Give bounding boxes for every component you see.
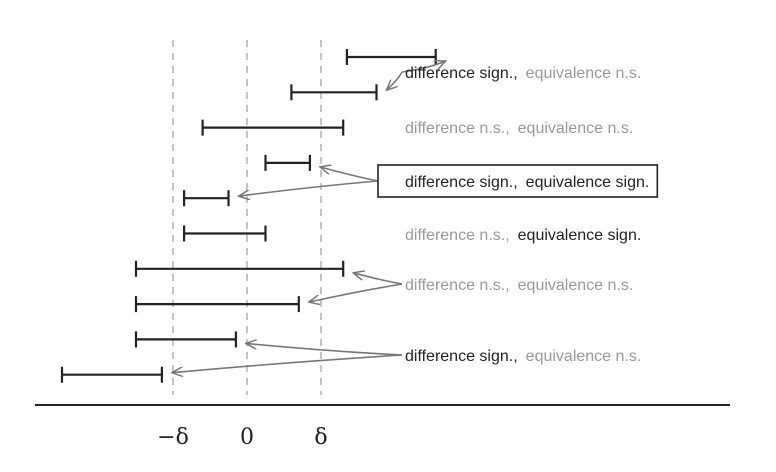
arrow-5-0	[246, 343, 403, 356]
interval-2	[201, 119, 345, 136]
equivalence-text: equivalence sign.	[518, 227, 642, 244]
difference-text: difference sign.,	[405, 65, 518, 82]
interval-8	[134, 331, 237, 348]
annotation-label-3: difference n.s., equivalence sign.	[405, 227, 641, 244]
interval-6	[134, 260, 345, 277]
difference-text: difference sign.,	[405, 174, 518, 191]
annotation-labels: difference sign., equivalence n.s.differe…	[377, 65, 659, 365]
annotation-label-4: difference n.s., equivalence n.s.	[405, 277, 633, 294]
x-axis-tick-labels: −δ 0 δ	[157, 425, 327, 450]
annotation-label-5: difference sign., equivalence n.s.	[405, 348, 641, 365]
equivalence-text: equivalence sign.	[526, 174, 650, 191]
annotation-label-2: difference sign., equivalence sign.	[405, 174, 649, 191]
difference-text: difference n.s.,	[405, 227, 510, 244]
tick-label-0: −δ	[157, 425, 189, 450]
interval-9	[60, 366, 163, 383]
interval-7	[134, 296, 300, 313]
arrow-0-1	[387, 71, 403, 90]
interval-1	[290, 84, 378, 101]
difference-text: difference n.s.,	[405, 120, 510, 137]
tick-label-1: 0	[240, 425, 254, 450]
arrow-2-1	[239, 180, 379, 196]
tick-label-2: δ	[314, 425, 327, 450]
equivalence-text: equivalence n.s.	[518, 120, 634, 137]
arrow-4-1	[309, 283, 403, 302]
interval-5	[183, 225, 267, 242]
highlight-box	[377, 164, 659, 198]
interval-3	[264, 154, 311, 171]
difference-text: difference sign.,	[405, 348, 518, 365]
interval-4	[183, 190, 230, 207]
equivalence-text: equivalence n.s.	[526, 348, 642, 365]
equivalence-text: equivalence n.s.	[526, 65, 642, 82]
arrow-2-0	[320, 167, 379, 182]
difference-text: difference n.s.,	[405, 277, 510, 294]
annotation-arrows	[172, 61, 446, 373]
arrow-0-0	[401, 61, 446, 73]
interval-0	[345, 49, 437, 65]
arrow-5-1	[172, 354, 403, 373]
arrow-4-0	[353, 273, 403, 285]
annotation-label-1: difference n.s., equivalence n.s.	[405, 120, 633, 137]
annotation-label-0: difference sign., equivalence n.s.	[405, 65, 641, 82]
equivalence-text: equivalence n.s.	[518, 277, 634, 294]
confidence-intervals	[60, 49, 437, 383]
